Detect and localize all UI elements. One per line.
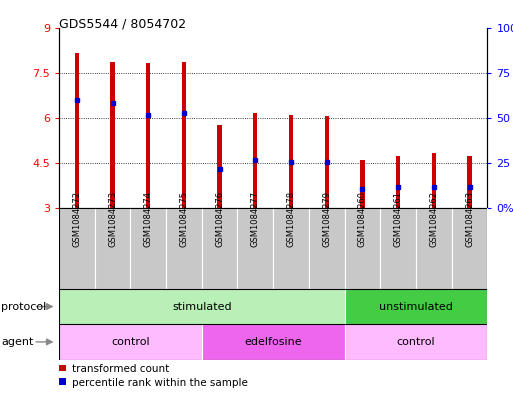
Text: GSM1084278: GSM1084278	[287, 191, 295, 247]
Text: agent: agent	[1, 337, 33, 347]
Bar	[253, 113, 258, 208]
Text: GSM1084276: GSM1084276	[215, 191, 224, 247]
Text: GSM1084272: GSM1084272	[72, 191, 82, 247]
Text: GDS5544 / 8054702: GDS5544 / 8054702	[59, 18, 186, 31]
Text: GSM1084261: GSM1084261	[393, 191, 403, 247]
Bar	[202, 324, 345, 360]
Bar	[380, 208, 416, 289]
Bar	[396, 156, 400, 208]
Bar	[182, 62, 186, 208]
Bar	[325, 116, 329, 208]
Text: GSM1084279: GSM1084279	[322, 191, 331, 247]
Bar	[360, 160, 365, 208]
Bar	[451, 208, 487, 289]
Bar	[95, 208, 130, 289]
Bar	[467, 156, 471, 208]
Bar	[345, 289, 487, 324]
Text: GSM1084273: GSM1084273	[108, 191, 117, 247]
Text: GSM1084262: GSM1084262	[429, 191, 438, 247]
Bar	[59, 208, 95, 289]
Bar	[238, 208, 273, 289]
Bar	[130, 208, 166, 289]
Text: protocol: protocol	[1, 301, 46, 312]
Text: GSM1084275: GSM1084275	[180, 191, 188, 247]
Text: GSM1084263: GSM1084263	[465, 191, 474, 247]
Text: percentile rank within the sample: percentile rank within the sample	[72, 378, 248, 388]
Text: stimulated: stimulated	[172, 301, 231, 312]
Text: unstimulated: unstimulated	[379, 301, 453, 312]
Bar	[146, 63, 150, 208]
Bar	[110, 62, 115, 208]
Bar	[345, 324, 487, 360]
Text: edelfosine: edelfosine	[244, 337, 302, 347]
Bar	[289, 115, 293, 208]
Bar	[59, 289, 345, 324]
Bar	[416, 208, 451, 289]
Text: GSM1084277: GSM1084277	[251, 191, 260, 247]
Bar	[59, 324, 202, 360]
Text: GSM1084274: GSM1084274	[144, 191, 153, 247]
Bar	[309, 208, 345, 289]
Text: transformed count: transformed count	[72, 364, 169, 375]
Bar	[431, 153, 436, 208]
Text: GSM1084260: GSM1084260	[358, 191, 367, 247]
Bar	[75, 53, 79, 208]
Text: control: control	[111, 337, 150, 347]
Bar	[345, 208, 380, 289]
Bar	[273, 208, 309, 289]
Bar	[218, 125, 222, 208]
Text: control: control	[397, 337, 435, 347]
Bar	[202, 208, 238, 289]
Bar	[166, 208, 202, 289]
